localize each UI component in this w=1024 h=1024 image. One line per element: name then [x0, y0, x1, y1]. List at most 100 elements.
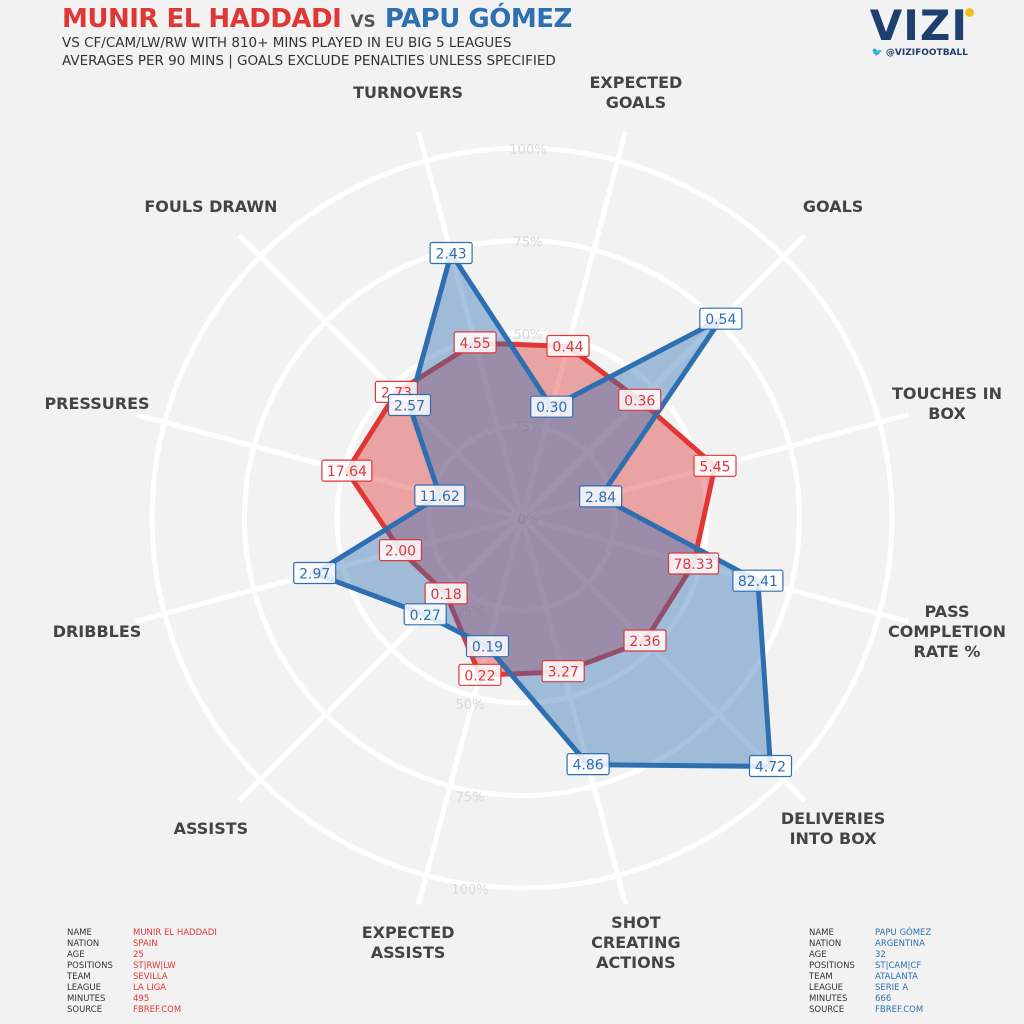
value-label-2: 0.27	[403, 603, 447, 626]
value-label-2: 0.19	[465, 635, 510, 658]
value-label-2: 11.62	[414, 484, 466, 507]
svg-text:0.36: 0.36	[624, 393, 655, 409]
svg-text:2.57: 2.57	[394, 399, 425, 415]
player2-title: PAPU GÓMEZ	[384, 4, 572, 34]
info-key: POSITIONS	[67, 961, 113, 971]
svg-text:4.55: 4.55	[460, 336, 491, 352]
info-value: SPAIN	[133, 939, 158, 949]
svg-text:0.19: 0.19	[472, 640, 503, 656]
value-label-1: 0.36	[618, 388, 662, 411]
svg-text:0.44: 0.44	[552, 340, 583, 356]
player1-info-table: NAME MUNIR EL HADDADI NATION SPAIN AGE 25 POSI…	[67, 928, 217, 1016]
ring-label-top: 0%	[518, 513, 539, 528]
info-value: 666	[875, 994, 892, 1004]
axis-label: TOUCHES IN BOX	[892, 384, 1002, 423]
svg-text:2.36: 2.36	[629, 634, 660, 650]
svg-text:0.27: 0.27	[410, 608, 441, 624]
svg-text:5.45: 5.45	[699, 459, 730, 475]
info-value: FBREF.COM	[875, 1005, 924, 1015]
axis-label: SHOT CREATING ACTIONS	[591, 913, 681, 972]
info-value: SERIE A	[875, 983, 909, 993]
value-label-1: 3.27	[541, 660, 585, 683]
vizi-logo: VIZI	[870, 4, 974, 48]
axis-label: GOALS	[803, 197, 863, 216]
player2-info-table: NAME PAPU GÓMEZ NATION ARGENTINA AGE 32 POSITI…	[809, 928, 931, 1016]
grid-spoke	[520, 233, 807, 520]
svg-text:4.86: 4.86	[573, 758, 604, 774]
axis-label: EXPECTED ASSISTS	[362, 923, 455, 962]
info-key: AGE	[67, 950, 85, 960]
info-value: PAPU GÓMEZ	[875, 928, 932, 938]
axis-label: PASS COMPLETION RATE %	[888, 602, 1006, 661]
grid-spoke	[519, 517, 628, 906]
value-label-1: 2.36	[623, 629, 667, 652]
value-label-2: 82.41	[732, 569, 784, 592]
info-key: SOURCE	[809, 1005, 845, 1015]
ring-label-top: 50%	[514, 328, 543, 343]
info-value: MUNIR EL HADDADI	[133, 928, 217, 938]
info-value: ST|CAM|CF	[875, 961, 922, 971]
value-label-1: 0.18	[424, 582, 468, 605]
ring-label-bottom: 75%	[456, 791, 485, 806]
axis-label: ASSISTS	[174, 819, 249, 838]
ring-label-top: 100%	[509, 143, 546, 158]
subtitle-2: AVERAGES PER 90 MINS | GOALS EXCLUDE PEN…	[62, 53, 556, 69]
grid-spoke	[237, 516, 524, 803]
info-key: TEAM	[809, 972, 833, 982]
grid-ring	[242, 238, 802, 798]
vs-label: VS	[350, 12, 376, 32]
value-label-1: 4.55	[453, 331, 497, 354]
ring-label-top: 25%	[514, 421, 543, 436]
value-label-2: 0.30	[530, 395, 574, 418]
svg-text:82.41: 82.41	[738, 574, 778, 590]
value-label-1: 2.00	[378, 538, 423, 562]
axis-label: EXPECTED GOALS	[590, 73, 683, 112]
chart-header: MUNIR EL HADDADI VS PAPU GÓMEZ VS CF/CAM…	[62, 4, 572, 70]
info-key: NATION	[67, 939, 100, 949]
info-key: NAME	[67, 928, 92, 938]
chart-title: MUNIR EL HADDADI VS PAPU GÓMEZ	[62, 4, 572, 34]
info-key: LEAGUE	[809, 983, 843, 993]
svg-text:3.27: 3.27	[548, 665, 579, 681]
info-key: MINUTES	[809, 994, 848, 1004]
info-key: NATION	[809, 939, 842, 949]
value-label-1: 17.64	[321, 459, 373, 482]
grid-spoke	[237, 233, 524, 520]
grid-ring	[149, 145, 895, 891]
svg-text:0.54: 0.54	[705, 312, 736, 328]
value-label-2: 0.54	[699, 307, 743, 330]
info-value: FBREF.COM	[133, 1005, 182, 1015]
twitter-handle: 🐦 @VIZIFOOTBALL	[871, 48, 968, 58]
svg-text:0.30: 0.30	[536, 400, 567, 416]
value-label-1: 0.44	[546, 334, 590, 358]
svg-text:0.22: 0.22	[464, 668, 495, 684]
logo-dot-icon	[965, 8, 974, 17]
axis-label: PRESSURES	[44, 394, 149, 413]
info-value: ARGENTINA	[875, 939, 925, 949]
info-value: 495	[133, 994, 150, 1004]
ring-label-bottom: 25%	[456, 606, 485, 621]
value-label-2: 4.72	[748, 754, 793, 778]
axis-label: FOULS DRAWN	[144, 197, 277, 216]
value-label-2: 2.57	[387, 393, 432, 417]
svg-text:78.33: 78.33	[673, 557, 713, 573]
value-label-2: 2.43	[429, 241, 473, 265]
info-value: LA LIGA	[133, 983, 167, 993]
grid-ring	[334, 330, 710, 706]
info-value: 25	[133, 950, 144, 960]
value-label-1: 78.33	[667, 552, 720, 575]
info-key: SOURCE	[67, 1005, 103, 1015]
value-label-1: 0.22	[458, 663, 502, 686]
value-label-2: 2.84	[578, 485, 623, 508]
grid-spoke	[519, 130, 628, 519]
grid-ring	[427, 423, 617, 613]
svg-text:11.62: 11.62	[420, 489, 460, 505]
player1-title: MUNIR EL HADDADI	[62, 4, 342, 34]
brand-logo: VIZI 🐦 @VIZIFOOTBALL	[870, 4, 974, 58]
info-key: NAME	[809, 928, 834, 938]
axis-label: DELIVERIES INTO BOX	[781, 809, 885, 848]
info-value: SEVILLA	[133, 972, 168, 982]
value-label-1: 5.45	[693, 454, 737, 477]
value-label-2: 2.97	[293, 561, 337, 585]
info-key: POSITIONS	[809, 961, 855, 971]
